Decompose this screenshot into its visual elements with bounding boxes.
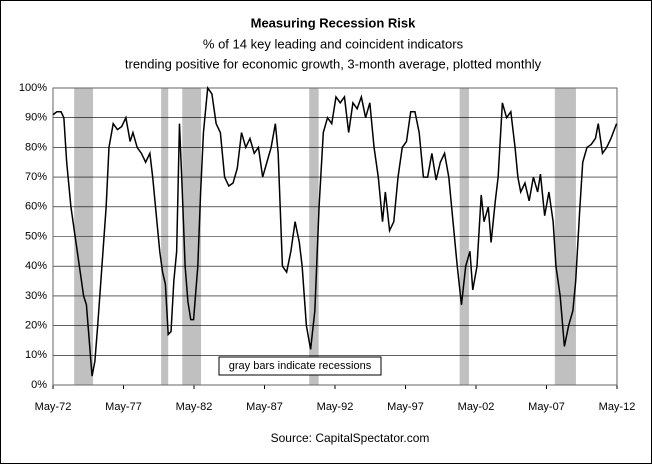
x-tick-label: May-02	[458, 401, 495, 413]
y-tick-label: 80%	[25, 141, 47, 153]
chart-title: Measuring Recession Risk	[251, 15, 416, 30]
x-tick-label: May-77	[105, 401, 142, 413]
chart-subtitle: trending positive for economic growth, 3…	[125, 56, 542, 71]
y-tick-label: 10%	[25, 349, 47, 361]
y-tick-label: 60%	[25, 201, 47, 213]
y-tick-label: 70%	[25, 171, 47, 183]
x-tick-label: May-82	[176, 401, 213, 413]
x-tick-label: May-72	[35, 401, 72, 413]
plot-border	[52, 87, 618, 386]
x-tick-label: May-12	[599, 401, 636, 413]
y-tick-label: 20%	[25, 320, 47, 332]
y-tick-label: 30%	[25, 290, 47, 302]
y-tick-label: 0%	[31, 379, 47, 391]
y-tick-label: 100%	[19, 82, 47, 94]
x-tick-label: May-97	[387, 401, 424, 413]
x-tick-label: May-87	[246, 401, 283, 413]
y-tick-label: 40%	[25, 260, 47, 272]
x-tick-label: May-07	[528, 401, 565, 413]
line	[52, 85, 618, 377]
source: Source: CapitalSpectator.com	[271, 431, 430, 445]
y-tick-label: 90%	[25, 112, 47, 124]
x-tick-label: May-92	[317, 401, 354, 413]
chart-subtitle: % of 14 key leading and coincident indic…	[203, 36, 464, 51]
annotation-box	[218, 356, 382, 376]
annotation: gray bars indicate recessions	[229, 360, 372, 372]
y-tick-label: 50%	[25, 230, 47, 242]
